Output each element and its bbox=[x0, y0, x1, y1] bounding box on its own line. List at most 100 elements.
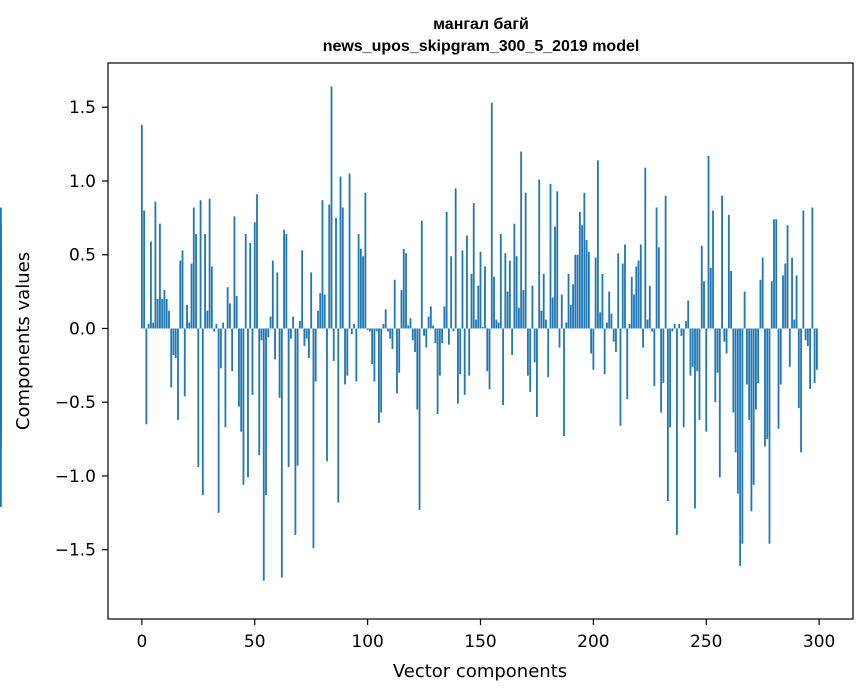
bar bbox=[786, 225, 789, 329]
bar bbox=[542, 273, 545, 329]
bar bbox=[452, 328, 455, 332]
bar bbox=[538, 179, 541, 329]
bar bbox=[685, 321, 687, 329]
bar bbox=[222, 322, 225, 329]
bar bbox=[407, 325, 410, 329]
bar bbox=[727, 214, 730, 329]
bar bbox=[601, 273, 604, 329]
y-tick-label: −1.0 bbox=[55, 467, 96, 487]
bar bbox=[425, 328, 428, 348]
bar bbox=[283, 229, 285, 329]
bar bbox=[240, 328, 243, 432]
bar bbox=[344, 328, 346, 385]
bar bbox=[536, 328, 538, 417]
bar bbox=[596, 160, 599, 329]
bar bbox=[653, 328, 656, 386]
bar bbox=[362, 256, 365, 329]
bar bbox=[755, 328, 757, 410]
bar bbox=[779, 328, 782, 385]
bar bbox=[504, 253, 507, 329]
bar bbox=[691, 328, 694, 367]
bar bbox=[373, 328, 376, 382]
bar bbox=[773, 219, 775, 329]
bar bbox=[502, 328, 504, 406]
bar bbox=[359, 248, 362, 329]
bar bbox=[163, 290, 166, 329]
bar bbox=[168, 310, 170, 329]
bar bbox=[757, 328, 760, 384]
bar bbox=[215, 324, 218, 329]
bar bbox=[673, 324, 676, 329]
bar bbox=[646, 319, 649, 329]
bar bbox=[445, 211, 448, 329]
bar bbox=[368, 328, 371, 332]
bar bbox=[554, 226, 556, 329]
bar bbox=[308, 328, 310, 358]
bar bbox=[666, 328, 669, 502]
bar bbox=[804, 328, 807, 341]
bar bbox=[770, 281, 773, 329]
bar bbox=[274, 328, 276, 360]
bar bbox=[648, 285, 651, 329]
bar bbox=[348, 173, 351, 329]
bar bbox=[714, 328, 717, 403]
bar bbox=[447, 328, 450, 345]
bar bbox=[328, 204, 331, 329]
bar bbox=[310, 272, 313, 329]
bar bbox=[639, 244, 642, 329]
bar bbox=[466, 235, 468, 329]
bar bbox=[583, 192, 586, 329]
bar bbox=[522, 290, 525, 329]
bar bbox=[242, 328, 245, 485]
x-tick-label: 300 bbox=[803, 632, 835, 652]
bar bbox=[626, 328, 629, 400]
bar bbox=[463, 328, 466, 395]
y-tick-label: 0.0 bbox=[69, 319, 96, 339]
bar bbox=[551, 297, 554, 329]
bar bbox=[393, 279, 396, 329]
bar bbox=[615, 328, 617, 353]
bar bbox=[671, 328, 674, 332]
bar bbox=[265, 328, 267, 496]
bar bbox=[768, 328, 771, 544]
bar bbox=[454, 188, 457, 329]
bar bbox=[438, 328, 441, 376]
bar bbox=[450, 256, 453, 329]
bar bbox=[576, 254, 579, 329]
bar bbox=[657, 247, 660, 329]
bar bbox=[716, 328, 719, 373]
bar bbox=[353, 324, 355, 329]
bar bbox=[289, 328, 292, 339]
bar bbox=[357, 234, 360, 329]
bar bbox=[736, 328, 739, 494]
bar bbox=[319, 293, 322, 329]
bar bbox=[0, 328, 2, 382]
bar bbox=[741, 328, 744, 544]
bar bbox=[565, 322, 568, 329]
bar bbox=[224, 328, 227, 428]
bar bbox=[396, 328, 398, 394]
bar bbox=[709, 268, 712, 329]
bar bbox=[170, 328, 173, 388]
bar bbox=[484, 266, 486, 329]
bar bbox=[698, 328, 701, 420]
bar bbox=[800, 328, 802, 453]
bar bbox=[247, 328, 249, 478]
bar bbox=[312, 328, 315, 549]
bar bbox=[423, 328, 425, 336]
bar bbox=[572, 284, 574, 329]
bar bbox=[651, 328, 653, 332]
bar bbox=[287, 328, 290, 468]
bar bbox=[387, 328, 389, 332]
bar bbox=[262, 328, 265, 581]
bar bbox=[703, 281, 705, 329]
bar bbox=[405, 253, 407, 329]
bar bbox=[527, 328, 529, 376]
bar bbox=[233, 216, 236, 329]
bar bbox=[630, 276, 633, 329]
bar bbox=[303, 328, 306, 347]
bar bbox=[508, 260, 511, 329]
bar bbox=[689, 328, 692, 376]
bar bbox=[296, 328, 299, 466]
bar bbox=[143, 210, 146, 329]
